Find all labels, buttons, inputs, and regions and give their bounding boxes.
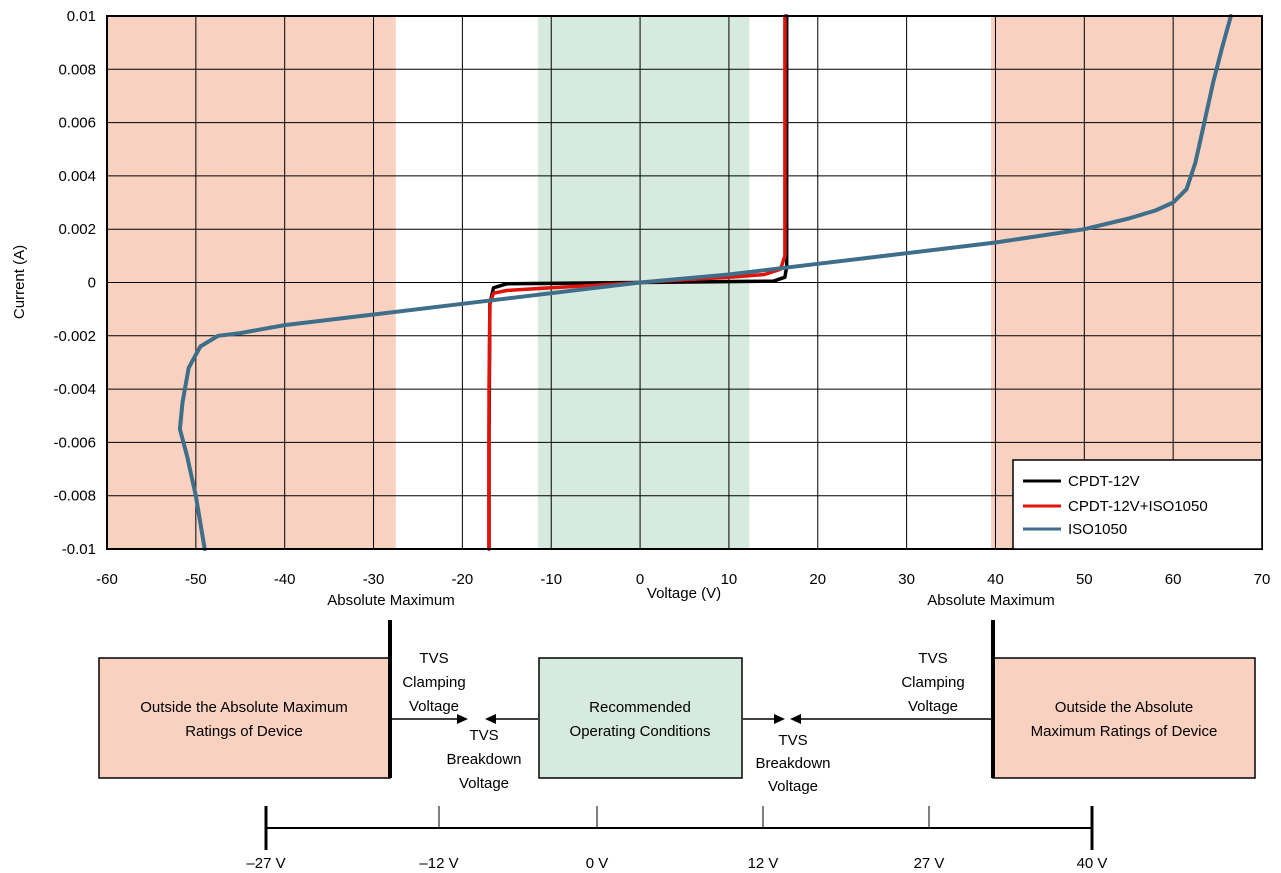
abs-max-label-left: Absolute Maximum — [327, 592, 455, 609]
x-tick-label: -40 — [274, 571, 296, 588]
x-tick-labels: -60 -50 -40 -30 -20 -10 0 10 20 30 40 50 60 70 — [96, 571, 1270, 588]
x-tick-label: 50 — [1076, 571, 1093, 588]
y-tick-label: 0.006 — [58, 115, 96, 132]
y-tick-labels: -0.01 -0.008 -0.006 -0.004 -0.002 0 0.002 0.004… — [53, 8, 96, 558]
legend-label-cpdt: CPDT-12V — [1068, 473, 1140, 490]
series-line-iso — [177, 14, 1233, 551]
left-breakdown-line-2: Breakdown — [446, 751, 521, 768]
recommended-box — [538, 657, 743, 779]
y-tick-label: -0.004 — [53, 381, 96, 398]
x-axis-label: Voltage (V) — [647, 585, 721, 602]
plot-frame — [106, 15, 1263, 550]
x-tick-label: 20 — [809, 571, 826, 588]
right-breakdown-line-1: TVS — [778, 732, 807, 749]
left-clamp-line-3: Voltage — [409, 698, 459, 715]
x-tick-label: -10 — [540, 571, 562, 588]
x-tick-label: 60 — [1165, 571, 1182, 588]
left-breakdown-arrowhead — [485, 714, 496, 724]
right-breakdown-arrowhead-out — [774, 714, 785, 724]
right-breakdown-line-3: Voltage — [768, 778, 818, 795]
scale-label: –12 V — [419, 855, 458, 872]
right-clamp-line-1: TVS — [918, 650, 947, 667]
right-breakdown-arrowhead-in — [790, 714, 801, 724]
y-tick-label: 0.01 — [67, 8, 96, 25]
scale-label: 40 V — [1077, 855, 1108, 872]
y-tick-label: 0.004 — [58, 168, 96, 185]
y-tick-label: -0.01 — [62, 541, 96, 558]
right-breakdown-line-2: Breakdown — [755, 755, 830, 772]
scale-label: 12 V — [748, 855, 779, 872]
y-axis-label: Current (A) — [11, 245, 28, 319]
left-clamp-arrowhead — [457, 714, 468, 724]
y-tick-label: 0 — [88, 275, 96, 292]
series-group — [177, 14, 1233, 551]
right-clamp-line-3: Voltage — [908, 698, 958, 715]
outside-right-line-1: Outside the Absolute — [1055, 699, 1193, 716]
legend: CPDT-12V CPDT-12V+ISO1050 ISO1050 — [1012, 459, 1263, 550]
x-tick-label: 10 — [721, 571, 738, 588]
left-breakdown-line-3: Voltage — [459, 775, 509, 792]
x-tick-label: -50 — [185, 571, 207, 588]
scale-label: 0 V — [586, 855, 609, 872]
y-tick-label: -0.006 — [53, 434, 96, 451]
x-tick-label: -30 — [363, 571, 385, 588]
scale-label: –27 V — [246, 855, 285, 872]
y-tick-label: -0.008 — [53, 488, 96, 505]
outside-left-line-2: Ratings of Device — [185, 723, 303, 740]
x-tick-label: 40 — [987, 571, 1004, 588]
y-tick-label: 0.002 — [58, 221, 96, 238]
outside-left-line-1: Outside the Absolute Maximum — [140, 699, 348, 716]
x-tick-label: 70 — [1254, 571, 1271, 588]
x-tick-label: -20 — [452, 571, 474, 588]
abs-max-label-right: Absolute Maximum — [927, 592, 1055, 609]
outside-abs-max-box-right — [992, 657, 1256, 779]
left-clamp-line-2: Clamping — [402, 674, 465, 691]
iv-chart: -60 -50 -40 -30 -20 -10 0 10 20 30 40 50 60 70 -0.01-… — [11, 8, 1270, 609]
outside-right-line-2: Maximum Ratings of Device — [1031, 723, 1218, 740]
ratings-diagram: Outside the Absolute Maximum Ratings of … — [98, 620, 1256, 795]
y-tick-label: 0.008 — [58, 61, 96, 78]
y-tick-label: -0.002 — [53, 328, 96, 345]
x-tick-label: 30 — [898, 571, 915, 588]
voltage-scale: –27 V –12 V 0 V 12 V 27 V 40 V — [246, 806, 1107, 872]
x-tick-label: -60 — [96, 571, 118, 588]
left-clamp-line-1: TVS — [419, 650, 448, 667]
legend-label-cpdt-iso: CPDT-12V+ISO1050 — [1068, 498, 1208, 515]
recommended-line-1: Recommended — [589, 699, 691, 716]
scale-label: 27 V — [914, 855, 945, 872]
right-clamp-line-2: Clamping — [901, 674, 964, 691]
legend-label-iso: ISO1050 — [1068, 521, 1127, 538]
recommended-line-2: Operating Conditions — [570, 723, 711, 740]
x-tick-label: 0 — [636, 571, 644, 588]
left-breakdown-line-1: TVS — [469, 727, 498, 744]
outside-abs-max-box-left — [98, 657, 391, 779]
